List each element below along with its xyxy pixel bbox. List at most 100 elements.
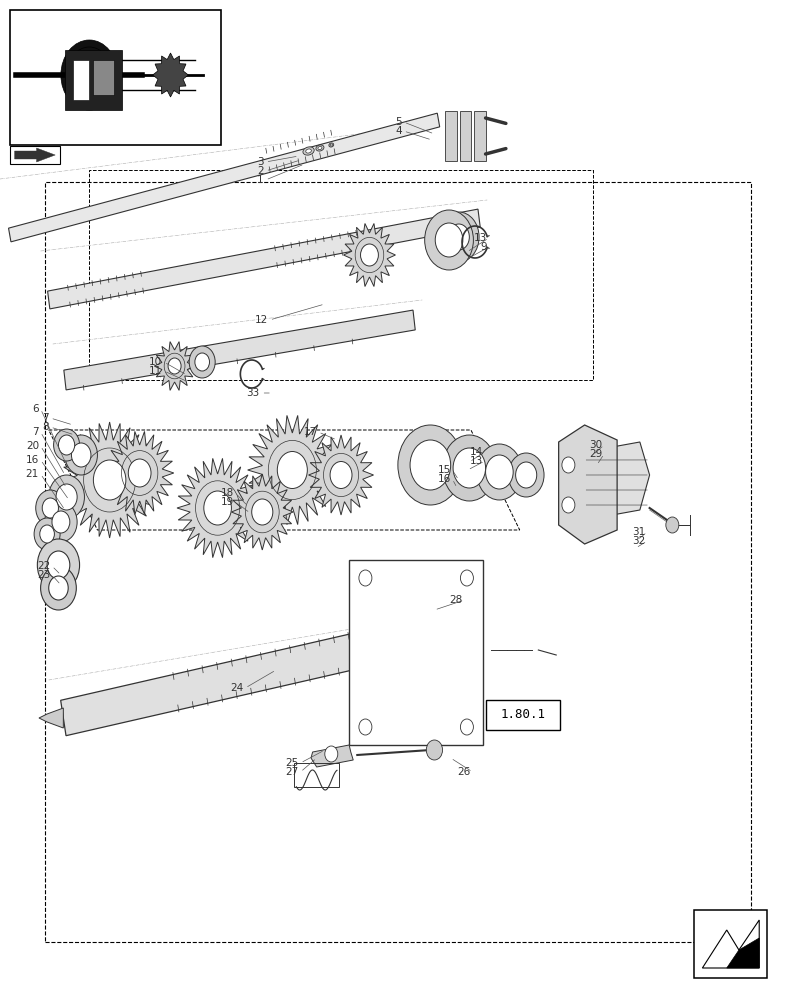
Circle shape [251,499,272,525]
Circle shape [665,517,678,533]
Text: 20: 20 [26,441,39,451]
Circle shape [561,497,574,513]
Circle shape [410,440,450,490]
Circle shape [453,448,485,488]
Circle shape [195,353,209,371]
Bar [93,60,114,95]
Circle shape [381,577,449,661]
Text: 1: 1 [257,175,264,185]
Text: 13: 13 [474,233,487,243]
Circle shape [460,719,473,735]
Circle shape [65,435,97,475]
Circle shape [438,212,478,262]
Bar [65,50,122,110]
Text: 33: 33 [247,388,260,398]
Circle shape [47,551,70,579]
Circle shape [204,491,231,525]
Circle shape [93,460,126,500]
Circle shape [56,484,77,510]
Bar [73,60,89,100]
Polygon shape [231,474,293,550]
Text: 27: 27 [285,767,298,777]
Text: 16: 16 [437,474,450,484]
Text: 28: 28 [449,595,462,605]
Text: 6: 6 [32,404,39,414]
Circle shape [324,746,337,762]
Text: 17: 17 [303,427,316,437]
Text: 1.80.1: 1.80.1 [500,708,545,721]
Text: 5: 5 [395,117,401,127]
Text: 19: 19 [221,497,234,507]
Circle shape [435,223,462,257]
Bar [45,182,750,942]
Polygon shape [48,209,479,309]
Text: 24: 24 [230,683,243,693]
Circle shape [45,502,77,542]
Polygon shape [9,113,439,242]
Text: 25: 25 [285,758,298,768]
Circle shape [397,425,462,505]
Bar [485,700,560,730]
Circle shape [515,462,536,488]
Polygon shape [247,415,337,525]
Ellipse shape [315,145,324,151]
Polygon shape [702,920,758,968]
Polygon shape [61,614,440,736]
Circle shape [426,740,442,760]
Text: 30: 30 [589,440,602,450]
Text: 31: 31 [632,527,645,537]
Circle shape [61,40,118,110]
Text: 3: 3 [257,157,264,167]
Circle shape [71,443,91,467]
Ellipse shape [330,144,332,146]
Circle shape [561,457,574,473]
Circle shape [508,453,543,497]
Circle shape [329,462,351,488]
Circle shape [448,224,469,250]
Circle shape [42,498,58,518]
Polygon shape [15,148,55,162]
Circle shape [58,435,75,455]
Text: 8: 8 [42,422,49,432]
Circle shape [34,518,60,550]
Text: 26: 26 [457,767,470,777]
Text: 7: 7 [42,413,49,423]
Circle shape [393,591,438,647]
Polygon shape [558,425,616,544]
Polygon shape [584,442,649,520]
Circle shape [360,244,378,266]
Circle shape [54,429,79,461]
Polygon shape [64,310,414,390]
Circle shape [424,210,473,270]
Text: 10: 10 [149,357,162,367]
Text: 32: 32 [632,536,645,546]
Circle shape [49,576,68,600]
Bar [693,910,766,978]
Bar [10,146,60,164]
Circle shape [40,525,54,543]
Text: 22: 22 [37,561,50,571]
Circle shape [36,490,65,526]
Bar [444,111,456,161]
Circle shape [189,346,215,378]
Bar [474,111,485,161]
Circle shape [71,53,107,97]
Circle shape [277,452,307,488]
Text: 11: 11 [149,366,162,376]
Circle shape [52,511,70,533]
Circle shape [460,570,473,586]
Text: 21: 21 [26,469,39,479]
Text: 13: 13 [470,456,483,466]
Text: 14: 14 [470,447,483,457]
Circle shape [358,570,371,586]
Circle shape [485,455,513,489]
Circle shape [400,664,436,708]
Bar [349,560,483,745]
Polygon shape [308,435,373,515]
Circle shape [476,444,521,500]
Circle shape [49,475,84,519]
Text: 23: 23 [37,570,50,580]
Polygon shape [62,422,157,538]
Ellipse shape [328,143,333,147]
Bar [89,170,592,380]
